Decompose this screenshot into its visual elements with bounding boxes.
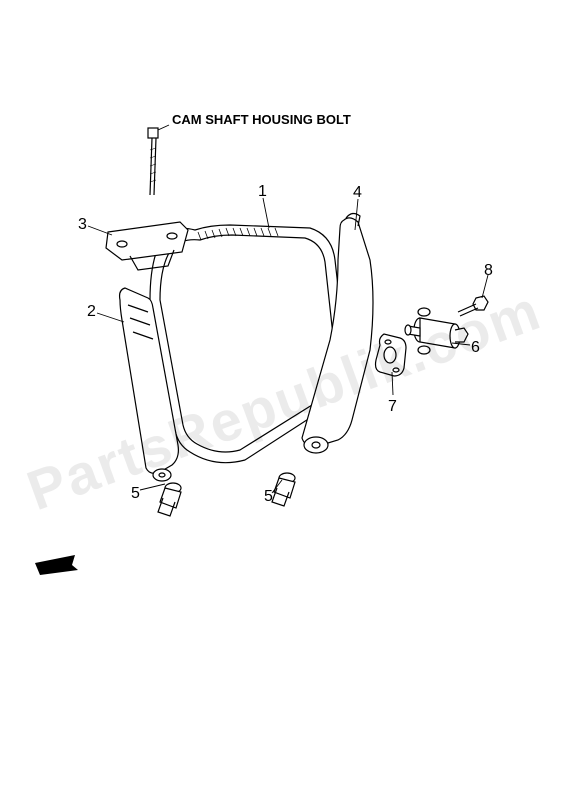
callout-6: 6 [471,339,480,357]
tensioner-bolt [458,296,488,316]
bolt-label: CAM SHAFT HOUSING BOLT [172,112,351,127]
cam-chain-diagram: PartsRepublik.com CAM SHAFT HOUSING BOLT… [0,0,567,800]
orientation-arrow [35,555,78,575]
callout-2: 2 [87,303,96,321]
callout-4: 4 [353,184,362,202]
tensioner-gasket [376,334,407,376]
callout-3: 3 [78,216,87,234]
callout-1: 1 [258,183,267,201]
chain-guide-left [120,288,179,481]
top-chain-guide [106,222,188,270]
callout-5a: 5 [131,485,140,503]
callout-8: 8 [484,262,493,280]
callout-5b: 5 [264,488,273,506]
cam-shaft-housing-bolt [148,128,158,195]
callout-7: 7 [388,398,397,416]
shoulder-bolt-right [272,473,295,506]
tensioner-blade [302,213,373,453]
shoulder-bolt-left [158,483,181,516]
tensioner-adjuster [405,308,468,354]
